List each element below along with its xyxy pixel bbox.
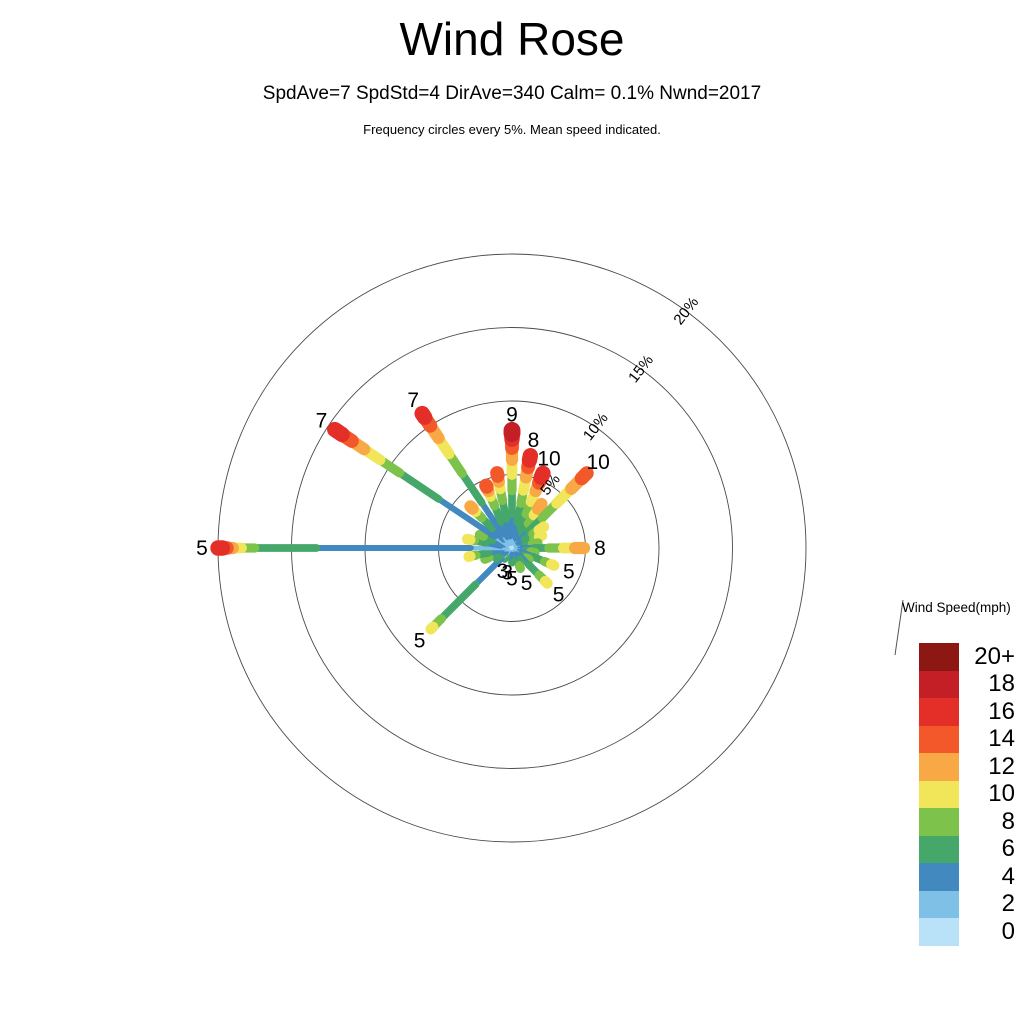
mean-speed-label: 5 (563, 561, 575, 584)
summary-stats: SpdAve=7 SpdStd=4 DirAve=340 Calm= 0.1% … (262, 83, 762, 104)
legend-label: 4 (1001, 862, 1015, 890)
legend-title: Wind Speed(mph) (902, 600, 1011, 615)
petal-segment (437, 580, 480, 623)
petal-segment (527, 538, 543, 549)
legend-color-swatch (919, 753, 959, 781)
legend-label: 18 (988, 670, 1015, 698)
legend-label: 0 (1001, 917, 1015, 945)
petal-segment (546, 558, 560, 571)
petal-segment (480, 552, 494, 564)
petal-segment (425, 621, 439, 635)
legend-entry[interactable]: 14 (919, 725, 1024, 753)
petal-segment (478, 499, 507, 538)
petal-segment (395, 469, 443, 503)
mean-speed-label: 8 (528, 429, 540, 452)
mean-speed-label: 7 (407, 389, 419, 412)
radial-axis-labels: 5%10%15%20% (537, 294, 702, 499)
legend-entry[interactable]: 4 (919, 863, 1024, 891)
mean-speed-label: 3 (497, 560, 509, 583)
mean-speed-label: 9 (506, 403, 518, 426)
legend-label: 10 (988, 780, 1015, 808)
wind-petal (479, 478, 514, 550)
petal-segment (522, 553, 534, 565)
petal-segment (533, 465, 551, 486)
legend-color-swatch (919, 835, 959, 863)
petal-segment (458, 469, 486, 507)
radial-tick-10: 10% (580, 410, 612, 444)
wind-petal (414, 405, 514, 550)
legend-entry[interactable]: 2 (919, 890, 1024, 918)
legend-color-swatch (919, 808, 959, 836)
petal-segment (514, 561, 526, 573)
legend-entry[interactable]: 18 (919, 670, 1024, 698)
petal-segment (539, 575, 553, 589)
legend-color-swatch (919, 918, 959, 946)
legend-label: 20+ (974, 642, 1015, 670)
legend-entries: 20+ 18 16 14 12 10 8 6 4 2 0 (919, 643, 1024, 946)
petal-segment (531, 497, 548, 516)
legend-entry[interactable]: 0 (919, 918, 1024, 946)
petal-segment (327, 421, 350, 443)
petal-segment (414, 405, 433, 425)
petal-segment (435, 495, 498, 540)
chart-caption: Frequency circles every 5%. Mean speed i… (363, 122, 661, 137)
legend-color-swatch (919, 670, 959, 698)
mean-speed-label: 5 (553, 584, 565, 607)
petal-segment (490, 466, 505, 483)
petal-segment (461, 533, 476, 546)
legend-color-swatch (919, 725, 959, 753)
mean-speed-label: 5 (506, 568, 518, 591)
legend-entry[interactable]: 16 (919, 698, 1024, 726)
legend-label: 16 (988, 697, 1015, 725)
petal-segment (574, 466, 594, 486)
petal-segment (479, 478, 494, 494)
petal-segment (464, 500, 479, 515)
legend-entry[interactable]: 20+ (919, 643, 1024, 671)
legend-entry[interactable]: 8 (919, 808, 1024, 836)
mean-speed-label: 10 (537, 448, 560, 471)
legend-color-swatch (919, 863, 959, 891)
legend-label: 8 (1001, 807, 1015, 835)
petal-segment (472, 555, 505, 588)
mean-speed-label: 8 (594, 537, 606, 560)
wind-petal (510, 465, 551, 550)
legend-color-swatch (919, 643, 959, 671)
petal-segment (533, 521, 550, 536)
mean-speed-label: 7 (316, 410, 328, 433)
page-title: Wind Rose (399, 13, 625, 65)
legend: Wind Speed(mph) 20+ 18 16 14 12 10 8 6 4 2 0 (902, 600, 1024, 946)
wind-petal (490, 466, 514, 550)
petal-segment (526, 547, 540, 558)
legend-label: 14 (988, 725, 1015, 753)
legend-entry[interactable]: 6 (919, 835, 1024, 863)
legend-entry[interactable]: 12 (919, 753, 1024, 781)
legend-label: 2 (1001, 890, 1015, 918)
legend-leader-line (894, 599, 904, 656)
legend-color-swatch (919, 890, 959, 918)
legend-entry[interactable]: 10 (919, 780, 1024, 808)
petal-segment (474, 529, 489, 541)
mean-speed-label: 10 (586, 451, 609, 474)
petal-segment (521, 448, 539, 468)
wind-petal (425, 546, 514, 635)
legend-color-swatch (919, 698, 959, 726)
mean-speed-label: 5 (521, 572, 533, 595)
mean-speed-label: 5 (414, 629, 426, 652)
petal-segment (533, 530, 548, 543)
legend-label: 12 (988, 752, 1015, 780)
mean-speed-label: 3 (501, 561, 513, 584)
legend-color-swatch (919, 780, 959, 808)
wind-petals (210, 405, 594, 635)
mean-speed-label: 5 (196, 537, 208, 560)
radial-tick-20: 20% (670, 294, 702, 328)
legend-label: 6 (1001, 835, 1015, 863)
radial-tick-15: 15% (625, 352, 657, 386)
